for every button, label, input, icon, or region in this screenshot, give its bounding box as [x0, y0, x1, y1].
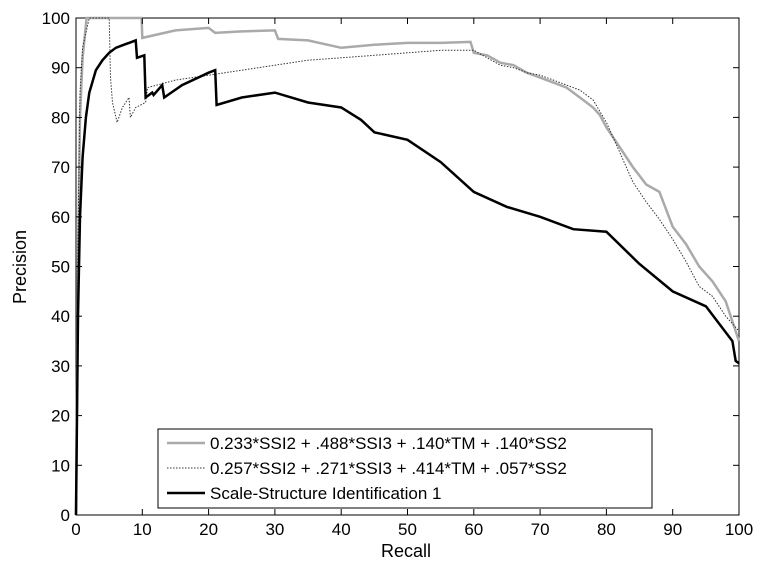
- x-tick-label: 100: [725, 520, 753, 539]
- legend: 0.233*SSI2 + .488*SSI3 + .140*TM + .140*…: [157, 428, 653, 509]
- x-tick-label: 10: [133, 520, 152, 539]
- y-tick-label: 0: [61, 506, 70, 525]
- y-tick-label: 20: [51, 407, 70, 426]
- series-line-2: [75, 17, 740, 516]
- series-line-3: [74, 38, 740, 516]
- y-tick-label: 50: [51, 258, 70, 277]
- y-tick-label: 30: [51, 357, 70, 376]
- plot-series: [74, 16, 741, 516]
- y-tick-label: 70: [51, 158, 70, 177]
- y-tick-label: 90: [51, 59, 70, 78]
- legend-label-series-2: 0.257*SSI2 + .271*SSI3 + .414*TM + .057*…: [210, 459, 567, 478]
- y-tick-label: 60: [51, 208, 70, 227]
- y-axis-ticks: 0 10 20 30 40 50 60 70 80 90 100: [42, 9, 739, 525]
- y-axis-title: Precision: [10, 230, 30, 304]
- legend-box: [157, 428, 653, 509]
- y-tick-label: 80: [51, 108, 70, 127]
- x-tick-label: 20: [199, 520, 218, 539]
- legend-label-series-3: Scale-Structure Identification 1: [210, 484, 442, 503]
- x-tick-label: 0: [71, 520, 80, 539]
- x-tick-label: 40: [332, 520, 351, 539]
- x-tick-label: 80: [597, 520, 616, 539]
- x-tick-label: 90: [663, 520, 682, 539]
- x-tick-label: 60: [464, 520, 483, 539]
- y-tick-label: 40: [51, 307, 70, 326]
- x-tick-label: 70: [531, 520, 550, 539]
- x-tick-label: 50: [398, 520, 417, 539]
- x-tick-label: 30: [265, 520, 284, 539]
- y-tick-label: 10: [51, 456, 70, 475]
- x-axis-ticks: 0 10 20 30 40 50 60 70 80 90 100: [71, 18, 753, 539]
- x-axis-title: Recall: [381, 541, 431, 561]
- y-tick-label: 100: [42, 9, 70, 28]
- legend-label-series-1: 0.233*SSI2 + .488*SSI3 + .140*TM + .140*…: [210, 434, 567, 453]
